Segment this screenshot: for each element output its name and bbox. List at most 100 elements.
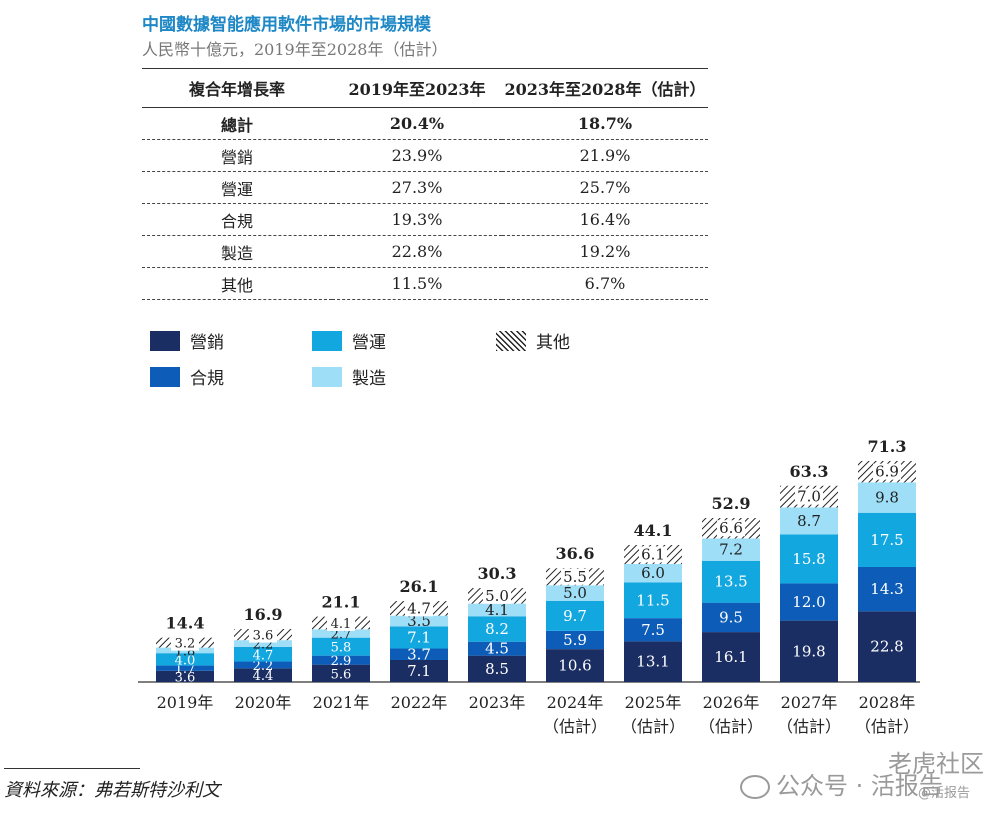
- watermark-handle: @活报告: [918, 786, 971, 801]
- segment-label: 4.7: [253, 648, 274, 663]
- segment-label: 8.2: [485, 620, 509, 638]
- segment-label: 5.0: [563, 584, 587, 602]
- cagr-row-operations: 營運 27.3% 25.7%: [142, 171, 708, 204]
- legend-item-compliance: 合規: [150, 364, 224, 389]
- bar-segment: [780, 507, 838, 535]
- cagr-row-label: 合規: [142, 203, 332, 236]
- segment-label: 9.5: [719, 608, 743, 626]
- segment-label: 8.7: [797, 512, 821, 530]
- bar-total-label: 26.1: [400, 577, 439, 596]
- cagr-value: 11.5%: [332, 267, 502, 300]
- bar-total-label: 52.9: [712, 494, 751, 513]
- cagr-row-marketing: 營銷 23.9% 21.9%: [142, 139, 708, 172]
- bar-segment: [468, 616, 526, 642]
- bar-segment: [390, 626, 448, 649]
- cagr-value: 19.2%: [502, 235, 708, 268]
- bar-segment: [780, 620, 838, 682]
- segment-label: 13.1: [636, 653, 669, 671]
- bar-segment: [624, 582, 682, 619]
- watermark-account: 公众号 · 活报告: [740, 766, 943, 801]
- segment-label: 4.5: [485, 640, 509, 658]
- segment-label: 6.9: [875, 463, 899, 481]
- cagr-header-period-1: 2019年至2023年: [332, 68, 502, 108]
- segment-label: 9.7: [563, 607, 587, 625]
- segment-label-bg: [717, 520, 745, 537]
- segment-label: 7.2: [719, 541, 743, 559]
- bar-segment: [780, 534, 838, 584]
- segment-label: 6.1: [641, 545, 665, 563]
- bar-segment: [468, 655, 526, 682]
- bar-total-label: 63.3: [790, 462, 829, 481]
- segment-label: 4.1: [331, 617, 352, 632]
- segment-label: 7.0: [797, 488, 821, 506]
- segment-label: 14.3: [870, 580, 903, 598]
- segment-label: 16.1: [714, 648, 747, 666]
- segment-label: 3.2: [175, 637, 196, 652]
- bar-segment: [312, 637, 370, 656]
- segment-label: 4.0: [175, 653, 196, 668]
- segment-label: 7.1: [407, 629, 431, 647]
- segment-label-bg: [795, 488, 823, 505]
- legend-swatch: [312, 366, 342, 387]
- bar-segment: [234, 646, 292, 662]
- bar-segment: [546, 600, 604, 631]
- segment-label-bg: [327, 614, 355, 631]
- legend-swatch: [150, 366, 180, 387]
- bar-segment: [468, 641, 526, 656]
- legend-label: 營銷: [190, 333, 224, 353]
- segment-label: 2.9: [331, 654, 352, 669]
- cagr-row-label: 營銷: [142, 139, 332, 172]
- cagr-row-manufacturing: 製造 22.8% 19.2%: [142, 235, 708, 268]
- bar-segment: [546, 585, 604, 601]
- segment-label-bg: [483, 587, 511, 604]
- bar-segment: [234, 668, 292, 682]
- legend-swatch: [496, 330, 526, 351]
- chart-subtitle: 人民幣十億元，2019年至2028年（估計）: [142, 40, 448, 59]
- segment-label: 11.5: [636, 591, 669, 609]
- legend-item-manufacturing: 製造: [312, 364, 386, 389]
- segment-label: 2.2: [253, 659, 274, 674]
- segment-label: 17.5: [870, 531, 903, 549]
- x-tick-label: 2023年: [469, 693, 526, 712]
- segment-label: 5.6: [331, 667, 352, 682]
- legend-item-operations: 營運: [312, 328, 386, 353]
- segment-label: 5.5: [563, 568, 587, 586]
- x-tick-label: 2025年: [625, 693, 682, 712]
- bar-segment: [312, 629, 370, 638]
- segment-label: 13.5: [714, 573, 747, 591]
- cagr-value: 25.7%: [502, 171, 708, 204]
- bar-segment: [234, 640, 292, 647]
- bar-segment: [702, 602, 760, 633]
- bar-total-label: 14.4: [166, 614, 205, 633]
- bar-segment: [624, 618, 682, 642]
- bar-segment: [858, 512, 916, 567]
- cagr-value: 18.7%: [502, 107, 708, 140]
- segment-label-bg: [639, 546, 667, 563]
- bar-segment: [858, 611, 916, 682]
- segment-label: 12.0: [792, 593, 825, 611]
- segment-label: 4.4: [253, 669, 274, 684]
- bar-total-label: 21.1: [322, 593, 361, 612]
- bar-segment: [156, 670, 214, 682]
- x-tick-label: （估計）: [855, 717, 919, 736]
- segment-label: 3.6: [253, 629, 274, 644]
- segment-label-bg: [405, 600, 433, 617]
- cagr-value: 6.7%: [502, 267, 708, 300]
- bar-segment: [858, 566, 916, 612]
- bar-segment: [156, 665, 214, 671]
- cagr-value: 19.3%: [332, 203, 502, 236]
- watermark-account-text: 公众号 · 活报告: [776, 772, 943, 800]
- segment-label: 4.7: [407, 599, 431, 617]
- x-tick-label: （估計）: [543, 717, 607, 736]
- segment-label: 5.0: [485, 587, 509, 605]
- x-tick-label: （估計）: [777, 717, 841, 736]
- segment-label-bg: [873, 463, 901, 480]
- bar-segment: [546, 630, 604, 650]
- chart-legend: 營銷 營運 其他 合規 製造: [150, 328, 610, 389]
- bar-segment: [312, 664, 370, 682]
- legend-label: 其他: [536, 333, 570, 353]
- bar-segment: [858, 482, 916, 513]
- bar-segment: [390, 615, 448, 627]
- bar-segment: [468, 603, 526, 617]
